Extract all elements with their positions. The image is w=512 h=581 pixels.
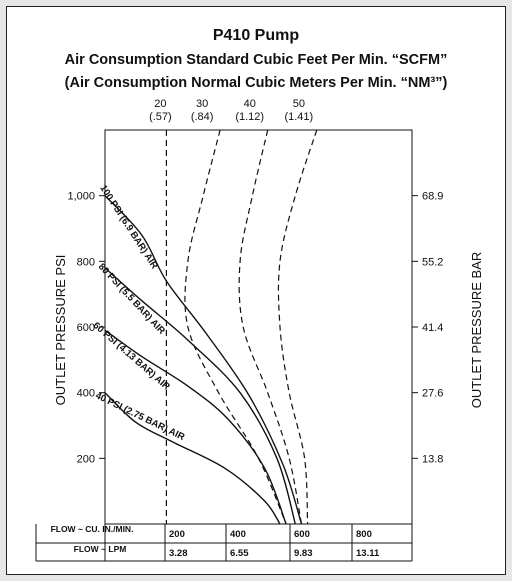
- pressure-curve-3: [104, 392, 281, 525]
- pressure-label-0: 100 PSI (6.9 BAR) AIR: [97, 183, 160, 271]
- y-tick-label-left-0: 200: [77, 453, 95, 465]
- y-tick-label-left-1: 400: [77, 388, 95, 400]
- y-axis-label-left: OUTLET PRESSURE PSI: [53, 255, 68, 406]
- air-label-bottom-2: (1.12): [235, 111, 264, 123]
- chart-frame: [6, 6, 506, 575]
- air-label-top-1: 30: [196, 98, 208, 110]
- flow-lpm-2: 9.83: [294, 548, 313, 559]
- y-tick-label-left-3: 800: [77, 256, 95, 268]
- y-tick-label-left-4: 1,000: [67, 191, 95, 203]
- chart-subtitle-nm3: (Air Consumption Normal Cubic Meters Per…: [65, 75, 448, 91]
- y-tick-label-right-0: 13.8: [422, 453, 443, 465]
- plot-area: 2004006008001,00013.827.641.455.268.920(…: [67, 98, 443, 525]
- air-label-top-3: 50: [293, 98, 305, 110]
- air-label-bottom-3: (1.41): [284, 111, 313, 123]
- flow-cuin-2: 600: [294, 529, 310, 540]
- chart-subtitle-scfm: Air Consumption Standard Cubic Feet Per …: [65, 52, 448, 68]
- y-tick-label-right-4: 68.9: [422, 191, 443, 203]
- pressure-curve-2: [104, 329, 287, 525]
- flow-row2-label: FLOW ~ LPM: [74, 544, 127, 554]
- air-label-bottom-0: (.57): [149, 111, 172, 123]
- y-tick-label-right-1: 27.6: [422, 388, 443, 400]
- flow-row1-label: FLOW ~ CU. IN./MIN.: [51, 524, 134, 534]
- chart-title: P410 Pump: [213, 27, 299, 44]
- y-tick-label-right-2: 41.4: [422, 322, 443, 334]
- flow-table: FLOW ~ CU. IN./MIN. FLOW ~ LPM 200 3.28 40…: [35, 524, 413, 562]
- pressure-label-3: 40 PSI (2.75 BAR) AIR: [94, 390, 187, 443]
- flow-lpm-0: 3.28: [169, 548, 188, 559]
- air-consumption-curve-50: [277, 129, 318, 525]
- air-label-top-2: 40: [244, 98, 256, 110]
- y-axis-label-right: OUTLET PRESSURE BAR: [469, 252, 484, 409]
- air-consumption-curve-30: [184, 129, 287, 525]
- flow-cuin-1: 400: [230, 529, 246, 540]
- air-consumption-curve-40: [238, 129, 303, 525]
- pressure-curve-0: [104, 195, 303, 525]
- y-tick-label-left-2: 600: [77, 322, 95, 334]
- y-tick-label-right-3: 55.2: [422, 256, 443, 268]
- pressure-label-1: 80 PSI (5.5 BAR) AIR: [96, 261, 167, 336]
- flow-cuin-3: 800: [356, 529, 372, 540]
- flow-lpm-1: 6.55: [230, 548, 249, 559]
- flow-cuin-0: 200: [169, 529, 185, 540]
- air-label-top-0: 20: [154, 98, 166, 110]
- air-label-bottom-1: (.84): [191, 111, 214, 123]
- pressure-curve-1: [104, 267, 296, 525]
- flow-lpm-3: 13.11: [356, 548, 380, 559]
